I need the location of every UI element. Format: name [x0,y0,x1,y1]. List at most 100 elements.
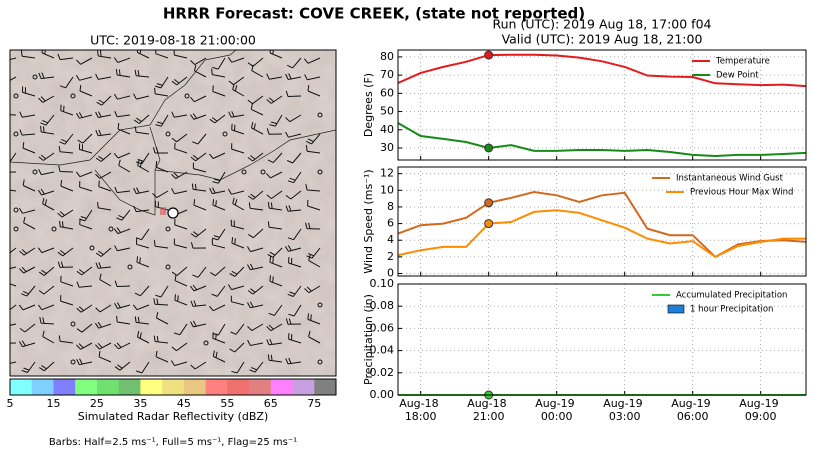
wind-barb [247,301,264,309]
calm-marker [108,226,114,232]
calm-marker [70,359,76,365]
wind-barb [118,159,131,173]
wind-barb [135,228,150,241]
wind-barb [98,180,112,192]
wind-barb [10,323,17,326]
wind-barb [155,350,169,363]
wind-barb [75,74,93,81]
wind-barb [285,90,302,97]
wind-barb [308,330,321,344]
wind-barb [229,266,245,277]
barb-note: Barbs: Half=2.5 ms⁻¹, Full=5 ms⁻¹, Flag=… [49,437,297,448]
wind-barb [10,189,17,192]
y-tick-label: 0 [387,267,394,280]
wind-barb [171,111,188,118]
y-tick-label: 80 [380,50,394,63]
highlight-marker [484,50,494,60]
plot-frame [397,49,807,161]
wind-barb [266,95,283,104]
figure-title: HRRR Forecast: COVE CREEK, (state not re… [163,5,585,23]
y-axis-label: Wind Speed (ms⁻¹) [362,169,375,273]
legend-label: Accumulated Precipitation [676,291,787,301]
wind-barb [267,202,283,211]
wind-barb [38,95,55,103]
y-tick-label: 0.08 [370,299,395,312]
wind-barb [76,57,93,65]
colorbar-tick-label: 35 [133,397,147,410]
wind-barb [267,221,283,230]
calm-marker [222,131,228,137]
wind-barb [95,152,112,162]
colorbar-segment [96,379,119,395]
wind-barb [98,350,112,363]
colorbar-segment [118,379,141,395]
wind-barb [285,205,302,212]
wind-barb [19,266,36,274]
wind-barb [211,238,226,249]
y-tick-label: 30 [380,141,394,154]
wind-barb [174,274,188,287]
wind-barb [77,133,93,144]
wind-barb [211,285,226,297]
wind-barb [76,323,93,333]
wind-barb [60,295,74,306]
calm-marker [89,245,95,251]
wind-barb [136,238,150,249]
wind-barb [58,165,74,173]
legend-label: Dew Point [716,71,759,81]
calm-marker [70,321,76,327]
wind-barb [155,114,169,127]
wind-barb [137,159,150,173]
wind-barb [21,361,36,373]
colorbar-segment [205,379,228,395]
wind-barb [10,152,17,163]
wind-barb [209,152,226,159]
wind-barb [266,128,283,135]
wind-barb [22,179,36,192]
x-tick-label: Aug-18 21:00 [467,397,510,423]
wind-barb [152,190,169,199]
wind-barb [211,68,226,78]
y-tick-label: 40 [380,123,394,136]
colorbar-segment [140,379,163,395]
colorbar-segment [10,379,33,395]
calm-marker [127,264,133,270]
wind-barb [95,111,112,118]
wind-barb [38,168,55,176]
wind-barb [228,111,245,118]
wind-barb [247,57,264,67]
wind-barb [231,361,245,374]
map-frame [9,49,337,377]
wind-barb [114,342,131,350]
series-line [397,190,807,259]
wind-barb [40,125,55,135]
x-tick-label: Aug-19 03:00 [603,397,646,423]
wind-barb [285,190,302,200]
y-tick-label: 0.06 [370,321,395,334]
wind-barb [209,114,226,124]
wind-barb [230,295,245,306]
y-tick-label: 0.10 [370,277,395,290]
wind-barb [307,85,321,97]
wind-barb [247,323,264,332]
wind-barb [229,342,245,353]
wind-barb [251,64,264,78]
wind-barb [19,247,36,256]
y-tick-label: 10 [380,183,394,196]
wind-barb [155,161,169,173]
wind-barb [117,123,131,135]
wind-barb [247,339,264,346]
barbs [10,50,323,374]
y-tick-label: 8 [387,200,394,213]
wind-barb [79,218,93,230]
wind-barb [307,199,321,211]
colorbar-segment [249,379,272,395]
wind-barb [39,317,55,325]
calm-marker [13,93,19,99]
wind-barb [57,261,74,268]
colorbar-segment [183,379,206,395]
y-tick-label: 12 [380,167,394,180]
station-marker [167,207,179,219]
wind-barb [134,316,150,325]
wind-barb [39,361,55,372]
